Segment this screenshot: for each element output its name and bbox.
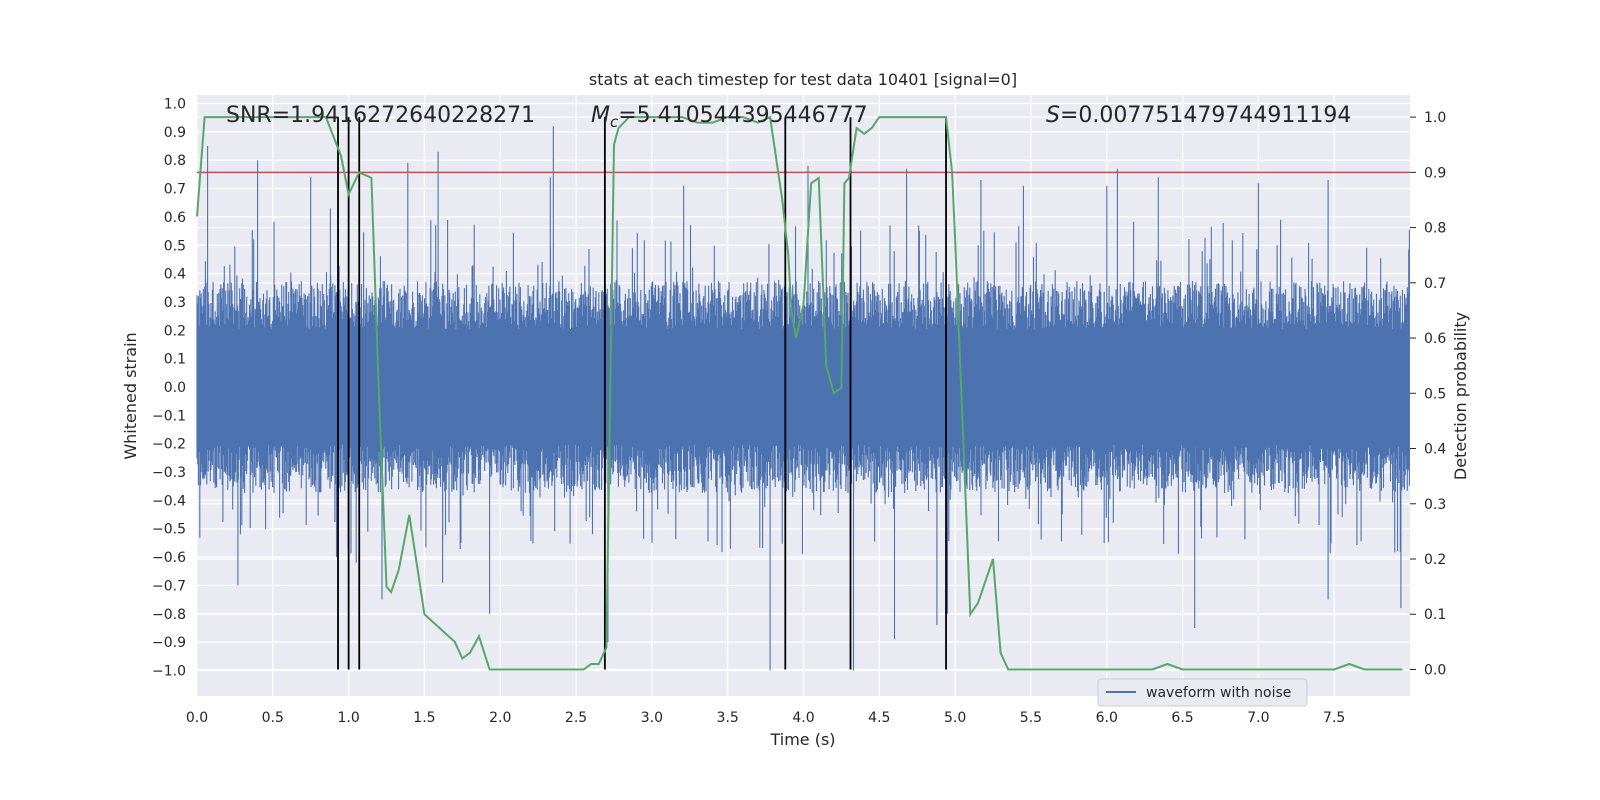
x-tick-label: 0.5 <box>262 710 284 726</box>
x-tick-label: 7.0 <box>1247 710 1269 726</box>
chirp-mass-annotation: Mc=5.410544395446777 <box>591 103 868 131</box>
y-left-tick-label: 0.5 <box>164 238 186 254</box>
chirp-mass-value: =5.410544395446777 <box>618 103 867 128</box>
y-left-tick-layer: −1.0 −0.9 −0.8 −0.7 −0.6 −0.5 −0.4 −0.3 −0.2 −0.1… <box>152 97 186 680</box>
x-tick-label: 5.0 <box>944 710 966 726</box>
y-right-tick-label: 0.0 <box>1424 662 1446 678</box>
y-left-tick-label: −0.8 <box>152 607 186 623</box>
y-right-tick-label: 0.6 <box>1424 331 1446 347</box>
x-tick-layer: 0.0 0.5 1.0 1.5 2.0 2.5 3.0 3.5 4.0 4.5 5.0 5.5 6.0 6… <box>186 710 1345 726</box>
snr-annotation: SNR=1.9416272640228271 <box>226 103 535 128</box>
x-tick-label: 2.5 <box>565 710 587 726</box>
y-left-tick-label: 0.8 <box>164 153 186 169</box>
y-right-tick-label: 0.5 <box>1424 386 1446 402</box>
x-tick-label: 1.0 <box>337 710 359 726</box>
x-tick-label: 3.5 <box>717 710 739 726</box>
x-tick-label: 0.0 <box>186 710 208 726</box>
x-axis-label: Time (s) <box>769 730 835 749</box>
y-left-tick-label: −0.4 <box>152 493 186 509</box>
y-left-tick-label: 1.0 <box>164 97 186 113</box>
y-left-tick-label: −1.0 <box>152 663 186 679</box>
y-right-tick-label: 0.7 <box>1424 276 1446 292</box>
detection-probability-line <box>196 115 1403 671</box>
y-left-tick-label: 0.3 <box>164 295 186 311</box>
y-right-tick-label: 0.9 <box>1424 165 1446 181</box>
waveform-with-noise-line <box>196 126 1410 671</box>
y-left-tick-label: −0.5 <box>152 522 186 538</box>
legend-box <box>1097 678 1308 707</box>
x-tick-label: 6.0 <box>1096 710 1118 726</box>
y-left-tick-label: 0.1 <box>164 352 186 368</box>
chirp-mass-subscript: c <box>610 113 619 131</box>
x-tick-label: 1.5 <box>413 710 435 726</box>
y-right-tick-label: 0.4 <box>1424 442 1446 458</box>
waveform-series <box>196 126 1410 671</box>
y-left-tick-label: −0.1 <box>152 408 186 424</box>
y-left-tick-label: 0.0 <box>164 380 186 396</box>
legend-entry-waveform: waveform with noise <box>1146 685 1291 701</box>
x-tick-label: 3.0 <box>641 710 663 726</box>
s-value: =0.007751479744911194 <box>1060 103 1351 128</box>
y-right-tick-label: 0.1 <box>1424 607 1446 623</box>
y-left-tick-label: 0.2 <box>164 323 186 339</box>
y-left-tick-label: −0.6 <box>152 550 186 566</box>
y-left-tick-label: 0.4 <box>164 267 186 283</box>
probability-series <box>196 115 1403 671</box>
vertical-lines-layer <box>337 117 947 670</box>
x-tick-label: 7.5 <box>1323 710 1345 726</box>
y-left-tick-label: −0.2 <box>152 437 186 453</box>
x-tick-label: 5.5 <box>1020 710 1042 726</box>
y-right-tick-label: 1.0 <box>1424 110 1446 126</box>
chart-title: stats at each timestep for test data 104… <box>589 70 1017 89</box>
y-axis-label-right: Detection probability <box>1451 312 1470 480</box>
s-symbol: S <box>1046 103 1060 128</box>
y-left-tick-label: 0.7 <box>164 182 186 198</box>
y-right-tick-label: 0.3 <box>1424 497 1446 513</box>
y-left-tick-label: −0.7 <box>152 578 186 594</box>
y-left-tick-label: 0.6 <box>164 210 186 226</box>
y-right-tick-label: 0.2 <box>1424 552 1446 568</box>
s-annotation: S=0.007751479744911194 <box>1046 103 1351 128</box>
y-left-tick-label: −0.3 <box>152 465 186 481</box>
y-left-tick-label: −0.9 <box>152 635 186 651</box>
y-right-tick-layer: 0.0 0.1 0.2 0.3 0.4 0.5 0.6 0.7 0.8 0.9 1.0 <box>1410 110 1446 678</box>
x-tick-label: 6.5 <box>1171 710 1193 726</box>
y-axis-label-left: Whitened strain <box>121 332 140 459</box>
x-tick-label: 4.5 <box>868 710 890 726</box>
y-right-tick-label: 0.8 <box>1424 221 1446 237</box>
legend: waveform with noise <box>1097 678 1308 707</box>
chirp-mass-symbol: M <box>591 103 610 128</box>
x-tick-label: 4.0 <box>792 710 814 726</box>
y-left-tick-label: 0.9 <box>164 125 186 141</box>
x-tick-label: 2.0 <box>489 710 511 726</box>
